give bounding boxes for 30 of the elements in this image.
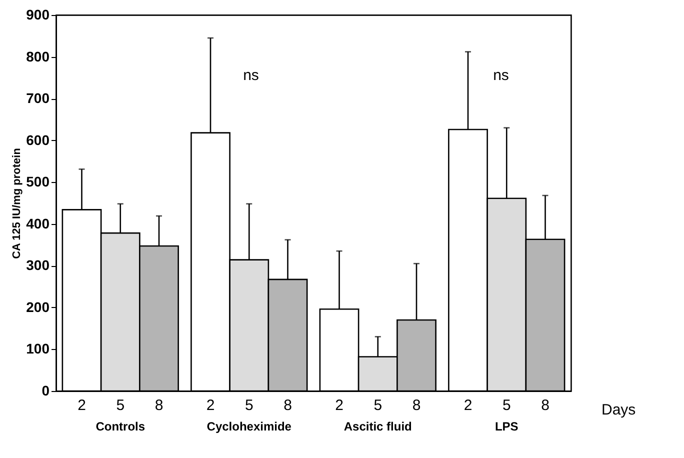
y-tick-label: 300 — [26, 257, 50, 274]
text: 2 — [206, 397, 215, 414]
y-tick-label: 800 — [26, 48, 50, 64]
series-label: 2 — [78, 397, 86, 414]
text: 8 — [412, 397, 421, 414]
y-tick-label: 700 — [26, 90, 50, 106]
y-tick-label: 200 — [26, 298, 50, 315]
text: 8 — [541, 397, 550, 414]
text: 5 — [244, 397, 254, 414]
series-label: 5 — [116, 397, 125, 414]
text: 8 — [284, 397, 292, 414]
annotation: ns — [493, 67, 509, 84]
y-tick-label: 500 — [26, 174, 50, 190]
text: 5 — [502, 397, 511, 414]
y-tick-label: 0 — [42, 382, 50, 398]
y-tick-label: 100 — [26, 340, 50, 357]
text: 2 — [335, 397, 344, 414]
y-tick-label: 600 — [26, 132, 50, 148]
x-tick-label: Cycloheximide — [206, 420, 292, 434]
x-tick-label: Controls — [96, 420, 146, 434]
y-axis-title: CA 125 IU/mg protein — [11, 148, 24, 259]
text: 5 — [374, 397, 382, 414]
text: 2 — [464, 397, 472, 414]
x-axis-title: Days — [602, 402, 636, 418]
annotation: ns — [243, 67, 259, 84]
y-tick-label: 900 — [26, 6, 50, 22]
series-label: 8 — [154, 397, 164, 414]
x-tick-label: LPS — [494, 420, 518, 434]
y-tick-label: 400 — [26, 215, 50, 232]
x-tick-label: Ascitic fluid — [344, 420, 412, 434]
